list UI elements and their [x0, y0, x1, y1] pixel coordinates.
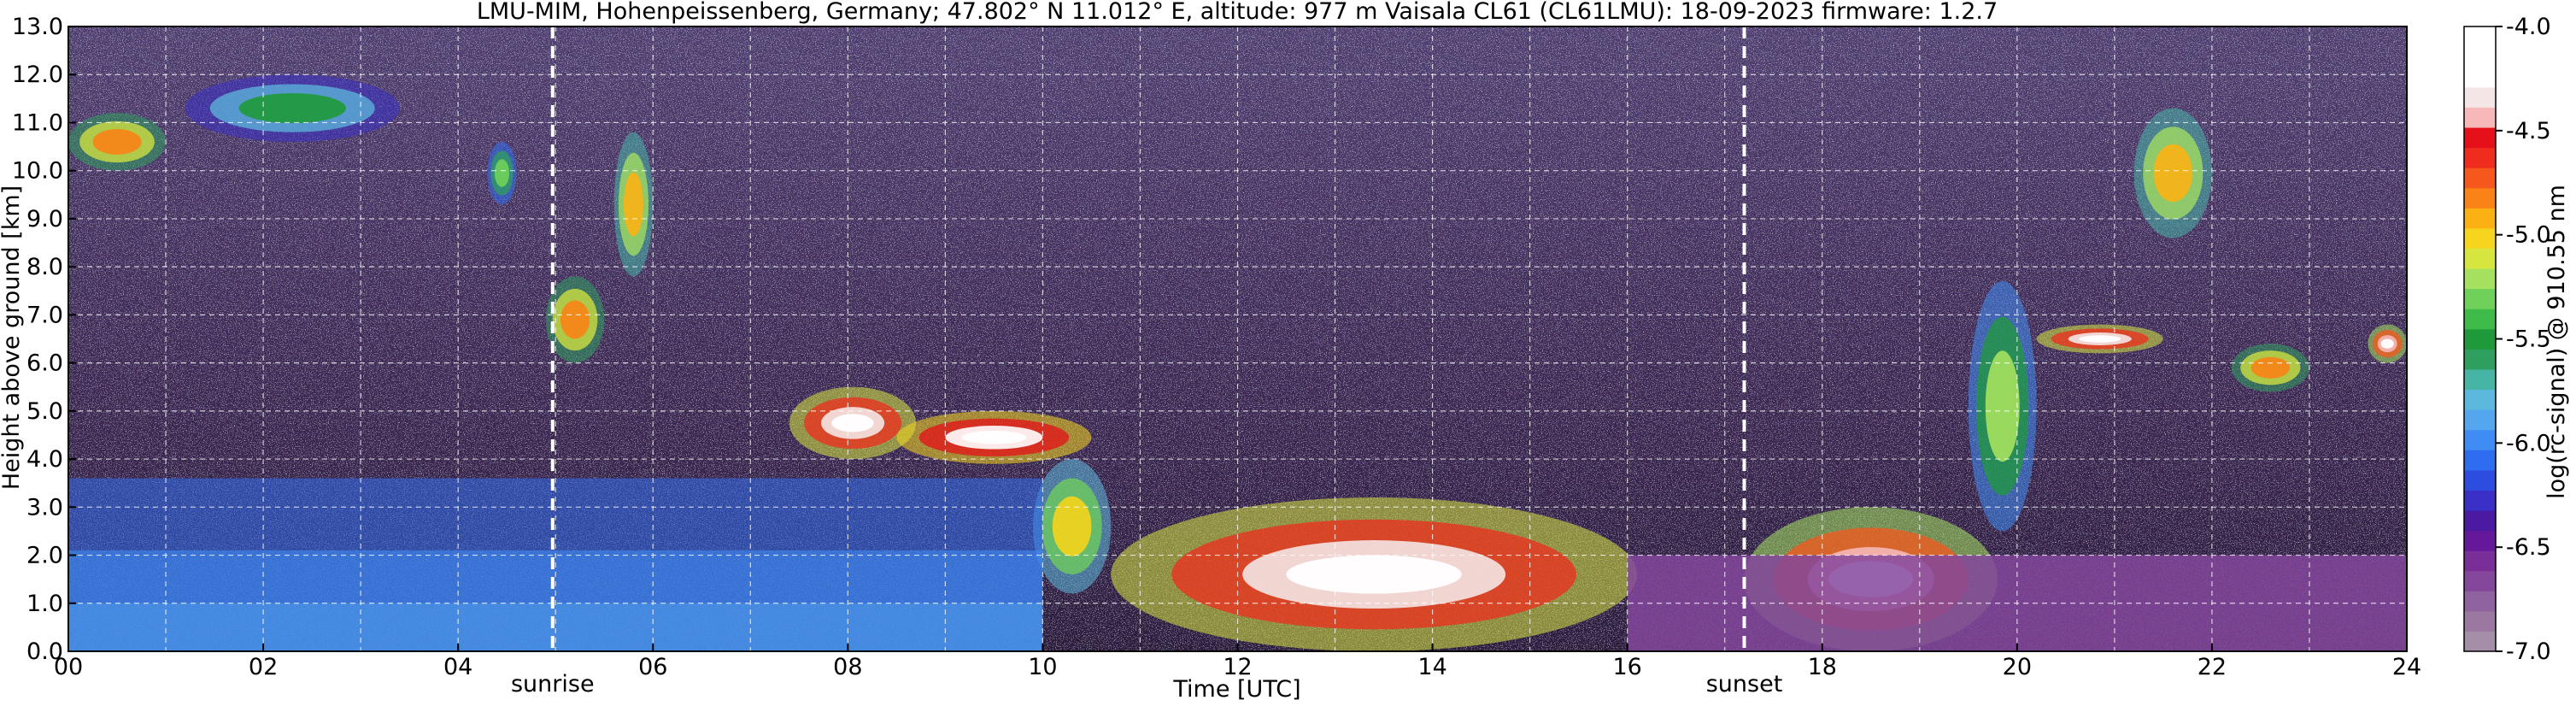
colorbar-tick-label: -5.5 [2506, 327, 2551, 353]
y-tick-label: 0.0 [26, 638, 63, 665]
cloud-feature [896, 410, 1092, 464]
y-tick-label: 13.0 [12, 14, 63, 40]
colorbar-segment [2464, 107, 2496, 128]
colorbar-tick-label: -6.0 [2506, 430, 2551, 456]
colorbar-segment [2464, 248, 2496, 269]
colorbar-segment [2464, 328, 2496, 350]
y-tick-label: 2.0 [26, 543, 63, 569]
cloud-feature [2133, 108, 2212, 238]
x-tick-label: 18 [1808, 654, 1837, 680]
colorbar-segment [2464, 591, 2496, 612]
colorbar-segment [2464, 368, 2496, 391]
y-tick-label: 10.0 [12, 158, 63, 185]
colorbar-segment [2464, 610, 2496, 632]
colorbar-segment [2464, 570, 2496, 591]
y-tick-label: 6.0 [26, 350, 63, 377]
x-tick-label: 24 [2392, 654, 2421, 680]
annotations: sunrise sunset [511, 26, 1782, 697]
x-tick-label: 14 [1417, 654, 1446, 680]
colorbar-segment [2464, 450, 2496, 471]
colorbar-segment [2464, 168, 2496, 189]
colorbar-segment [2464, 147, 2496, 168]
colorbar-segment [2464, 26, 2496, 48]
x-tick-label: 02 [249, 654, 278, 680]
colorbar-label: log(rc-signal) @ 910.55 nm [2544, 185, 2570, 499]
colorbar-segment [2464, 268, 2496, 290]
x-axis-label: Time [UTC] [1172, 676, 1300, 703]
cloud-feature [185, 74, 400, 142]
colorbar-segment [2464, 46, 2496, 68]
y-tick-label: 8.0 [26, 254, 63, 280]
x-tick-label: 20 [2003, 654, 2032, 680]
cloud-feature [487, 141, 517, 205]
cloud-feature [1033, 459, 1112, 594]
colorbar-segment [2464, 631, 2496, 652]
grid [68, 26, 2407, 651]
cloud-feature [2368, 324, 2407, 363]
colorbar-segment [2464, 509, 2496, 532]
colorbar-tick-label: -5.0 [2506, 222, 2551, 249]
cloud-feature [68, 113, 167, 171]
colorbar-tick-label: -4.5 [2506, 118, 2551, 144]
y-tick-label: 1.0 [26, 591, 63, 617]
y-axis-label: Height above ground [km] [0, 185, 25, 490]
y-tick-label: 7.0 [26, 302, 63, 328]
x-tick-label: 12 [1223, 654, 1252, 680]
x-tick-label: 08 [833, 654, 862, 680]
colorbar-segment [2464, 67, 2496, 88]
sunrise-label: sunrise [511, 671, 595, 697]
y-tick-label: 4.0 [26, 446, 63, 473]
x-tick-label: 22 [2198, 654, 2227, 680]
colorbar-segment [2464, 469, 2496, 491]
sunset-label: sunset [1706, 671, 1783, 697]
x-tick-label: 10 [1028, 654, 1057, 680]
y-tick-label: 11.0 [12, 109, 63, 136]
colorbar-segment [2464, 126, 2496, 149]
colorbar-segment [2464, 187, 2496, 209]
cloud-feature [1968, 281, 2037, 532]
y-axis: 0.0 1.0 2.0 3.0 4.0 5.0 6.0 7.0 8.0 9.0 10.0 11.0 12… [12, 14, 76, 665]
colorbar-segment [2464, 409, 2496, 431]
colorbar-segment [2464, 490, 2496, 511]
cloud-feature [789, 386, 917, 460]
cloud-feature [613, 132, 654, 277]
y-tick-label: 9.0 [26, 206, 63, 232]
cloud-feature [2231, 344, 2309, 392]
colorbar: -4.0 -4.5 -5.0 -5.5 -6.0 -6.5 -7.0 [2463, 14, 2551, 665]
colorbar-segment [2464, 389, 2496, 410]
colorbar-segment [2464, 530, 2496, 551]
colorbar-segment [2464, 550, 2496, 572]
colorbar-tick-label: -7.0 [2506, 638, 2551, 665]
chart-title: LMU-MIM, Hohenpeissenberg, Germany; 47.8… [477, 0, 1998, 25]
colorbar-tick-label: -6.5 [2506, 534, 2551, 561]
x-tick-label: 04 [443, 654, 472, 680]
cloud-feature [2036, 324, 2163, 354]
cloud-feature [545, 276, 605, 363]
colorbar-tick-label: -4.0 [2506, 14, 2551, 40]
cloud-feature [1111, 497, 1638, 651]
y-tick-label: 12.0 [12, 62, 63, 88]
colorbar-segment [2464, 288, 2496, 309]
colorbar-segment [2464, 86, 2496, 108]
x-tick-label: 16 [1612, 654, 1641, 680]
colorbar-segment [2464, 227, 2496, 249]
y-tick-label: 3.0 [26, 494, 63, 521]
x-axis: 00 02 04 06 08 10 12 14 16 18 20 22 24 [54, 644, 2421, 680]
colorbar-segment [2464, 429, 2496, 450]
colorbar-segment [2464, 309, 2496, 330]
colorbar-segment [2464, 208, 2496, 229]
colorbar-segment [2464, 349, 2496, 370]
x-tick-label: 06 [638, 654, 667, 680]
x-tick-label: 00 [54, 654, 83, 680]
y-tick-label: 5.0 [26, 398, 63, 425]
